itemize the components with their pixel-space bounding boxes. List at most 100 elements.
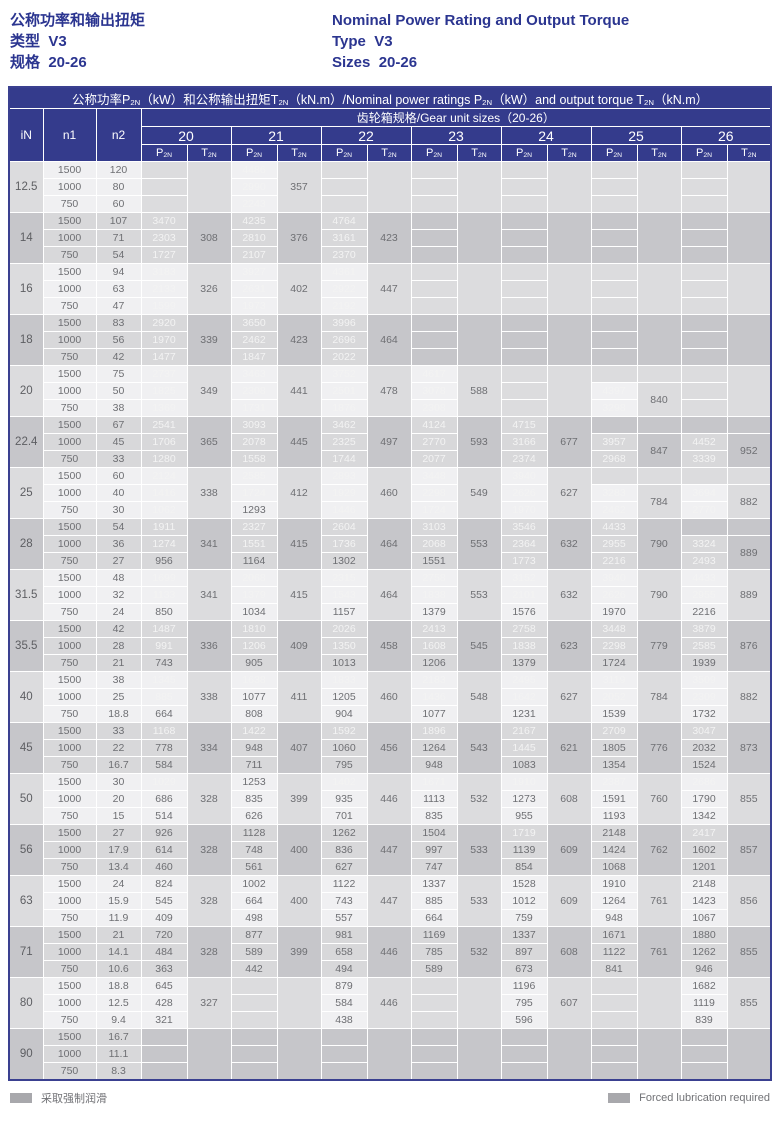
n1-cell: 1000 [42, 994, 97, 1012]
p2n-cell-25: 1264 [590, 892, 638, 910]
p2n-cell-24: 1083 [500, 756, 548, 774]
n2-cell: 42 [95, 620, 142, 638]
t2n-cell-25: 784 [636, 671, 682, 723]
t2n-cell-22: 447 [366, 824, 412, 876]
p2n-cell-21: 1638 [230, 671, 278, 689]
p2n-cell-23: 1379 [410, 603, 458, 621]
n2-cell: 67 [95, 416, 142, 434]
n1-cell: 750 [42, 297, 97, 315]
p2n-cell-25 [590, 348, 638, 366]
ratio-cell-35.5: 35.5 [8, 620, 44, 672]
p2n-cell-21: 2585 [230, 467, 278, 485]
p2n-cell-21: 2107 [230, 246, 278, 264]
n1-cell: 1500 [42, 875, 97, 893]
t2n-header-24: T2N [546, 144, 592, 162]
p2n-header-24: P2N [500, 144, 548, 162]
p2n-cell-22: 627 [320, 858, 368, 876]
size-header-26: 26 [680, 126, 772, 145]
p2n-cell-24: 673 [500, 960, 548, 978]
p2n-cell-22: 3752 [320, 365, 368, 383]
t2n-cell-23: 543 [456, 722, 502, 774]
n2-cell: 9.4 [95, 1011, 142, 1029]
ratio-cell-18: 18 [8, 314, 44, 366]
t2n-header-25: T2N [636, 144, 682, 162]
n1-cell: 1500 [42, 1028, 97, 1046]
p2n-cell-22 [320, 161, 368, 179]
p2n-cell-20 [140, 195, 188, 213]
ratio-cell-31.5: 31.5 [8, 569, 44, 621]
p2n-cell-25: 3940 [590, 569, 638, 587]
p2n-cell-24: 1379 [500, 654, 548, 672]
n2-cell: 33 [95, 722, 142, 740]
p2n-cell-25: 2709 [590, 722, 638, 740]
p2n-cell-24: 3940 [500, 467, 548, 485]
n2-cell: 48 [95, 569, 142, 587]
table-row: 28 1500 54 1911 341 2327 415 2604 464 3103 553 3546… [8, 518, 772, 570]
p2n-cell-20: 1168 [140, 722, 188, 740]
ratio-cell-20: 20 [8, 365, 44, 417]
ratio-cell-56: 56 [8, 824, 44, 876]
p2n-cell-24: 3152 [500, 569, 548, 587]
t2n-cell-24 [546, 365, 592, 417]
title-zh-line3: 规格 20-26 [10, 54, 87, 71]
p2n-cell-26: 1067 [680, 909, 728, 927]
t2n-cell-22 [366, 161, 412, 213]
title-zh-line2: 类型 V3 [10, 33, 67, 50]
p2n-cell-23: 1264 [410, 739, 458, 757]
p2n-cell-20: 1970 [140, 331, 188, 349]
p2n-cell-26: 3509 [680, 671, 728, 689]
p2n-header-26: P2N [680, 144, 728, 162]
p2n-cell-23: 2758 [410, 569, 458, 587]
p2n-cell-24: 1773 [500, 552, 548, 570]
t2n-cell-20: 338 [186, 671, 232, 723]
p2n-cell-26: 2686 [680, 773, 728, 791]
n2-cell: 107 [95, 212, 142, 230]
t2n-cell-25 [636, 161, 682, 213]
p2n-cell-22 [320, 1045, 368, 1063]
p2n-cell-22: 1876 [320, 399, 368, 417]
t2n-cell-24 [546, 263, 592, 315]
n1-cell: 750 [42, 705, 97, 723]
n1-cell: 1500 [42, 722, 97, 740]
p2n-cell-20: 2133 [140, 280, 188, 298]
t2n-cell-21 [276, 977, 322, 1029]
table-title: 公称功率P2N（kW）和公称输出扭矩T2N（kN.m）/Nominal powe… [8, 86, 772, 109]
t2n-cell-23 [456, 212, 502, 264]
p2n-cell-25 [590, 263, 638, 281]
t2n-cell-22: 458 [366, 620, 412, 672]
p2n-cell-21: 589 [230, 943, 278, 961]
in-column-header: iN [8, 108, 44, 162]
n2-cell: 13.4 [95, 858, 142, 876]
p2n-cell-20 [140, 178, 188, 196]
t2n-cell-26: 873 [726, 722, 772, 774]
t2n-cell-21: 400 [276, 824, 322, 876]
p2n-cell-25 [590, 229, 638, 247]
ratio-cell-28: 28 [8, 518, 44, 570]
t2n-cell-22: 464 [366, 569, 412, 621]
p2n-cell-20 [140, 1045, 188, 1063]
p2n-cell-20: 1487 [140, 620, 188, 638]
n2-cell: 18.8 [95, 705, 142, 723]
t2n-cell-23: 532 [456, 773, 502, 825]
n1-cell: 1000 [42, 178, 97, 196]
ratio-cell-16: 16 [8, 263, 44, 315]
t2n-cell-20: 341 [186, 518, 232, 570]
p2n-cell-23: 3103 [410, 518, 458, 536]
t2n-cell-26: 889 [726, 535, 772, 570]
t2n-cell-22: 464 [366, 518, 412, 570]
t2n-cell-25 [636, 977, 682, 1029]
n2-cell: 32 [95, 586, 142, 604]
p2n-header-25: P2N [590, 144, 638, 162]
p2n-cell-24 [500, 1062, 548, 1081]
n2-cell: 56 [95, 331, 142, 349]
n2-cell: 22 [95, 739, 142, 757]
p2n-cell-24 [500, 314, 548, 332]
p2n-cell-21: 1077 [230, 688, 278, 706]
n2-cell: 11.9 [95, 909, 142, 927]
p2n-cell-21: 748 [230, 841, 278, 859]
p2n-cell-20: 2737 [140, 365, 188, 383]
n2-cell: 54 [95, 518, 142, 536]
p2n-cell-20: 409 [140, 909, 188, 927]
p2n-cell-20: 1280 [140, 450, 188, 468]
p2n-cell-23: 2077 [410, 450, 458, 468]
